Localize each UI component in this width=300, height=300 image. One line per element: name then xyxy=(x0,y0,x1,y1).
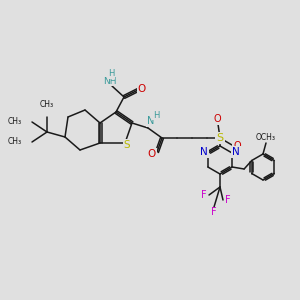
Text: N: N xyxy=(147,116,155,126)
Text: F: F xyxy=(211,207,217,217)
Text: N: N xyxy=(232,147,240,157)
Text: N: N xyxy=(200,147,208,157)
Text: O: O xyxy=(138,84,146,94)
Text: H: H xyxy=(153,110,159,119)
Text: O: O xyxy=(213,114,221,124)
Text: H: H xyxy=(108,70,114,79)
Text: O: O xyxy=(233,141,241,151)
Text: O: O xyxy=(148,149,156,159)
Text: F: F xyxy=(201,190,207,200)
Text: CH₃: CH₃ xyxy=(8,118,22,127)
Text: NH: NH xyxy=(103,76,117,85)
Text: S: S xyxy=(124,140,130,150)
Text: CH₃: CH₃ xyxy=(8,137,22,146)
Text: CH₃: CH₃ xyxy=(40,100,54,109)
Text: OCH₃: OCH₃ xyxy=(256,133,276,142)
Text: F: F xyxy=(225,195,231,205)
Text: S: S xyxy=(216,133,224,143)
